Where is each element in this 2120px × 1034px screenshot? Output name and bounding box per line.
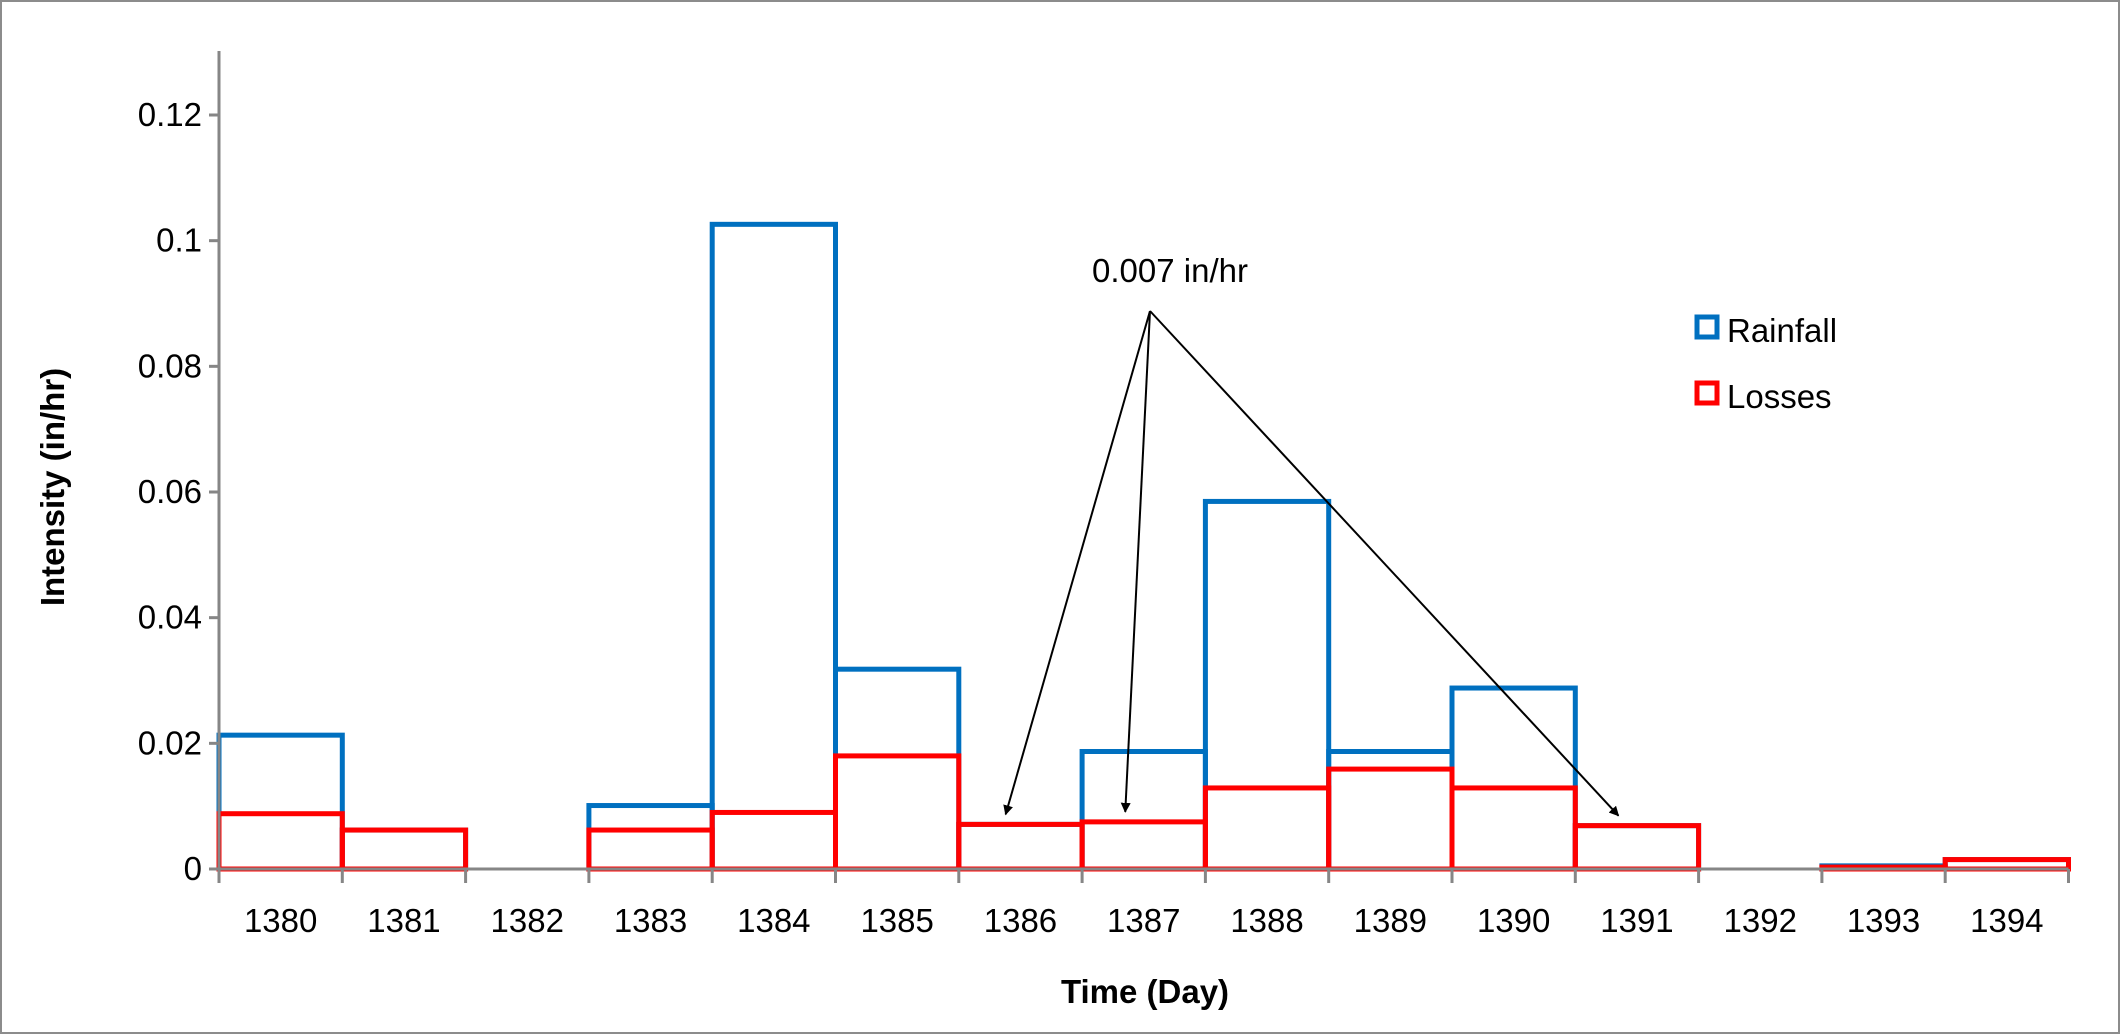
x-tick-label: 1382 <box>491 902 564 939</box>
x-tick-label: 1393 <box>1847 902 1920 939</box>
axes <box>209 51 2070 883</box>
y-tick-label: 0.12 <box>138 96 202 133</box>
x-tick-label: 1391 <box>1600 902 1673 939</box>
x-axis-title: Time (Day) <box>1061 973 1229 1010</box>
annotation-arrow-1387 <box>1120 310 1151 813</box>
y-tick-label: 0.04 <box>138 599 202 636</box>
x-tick-label: 1390 <box>1477 902 1550 939</box>
x-tick-label: 1380 <box>244 902 317 939</box>
y-tick-label: 0.02 <box>138 724 202 761</box>
legend-label-losses: Losses <box>1727 378 1832 415</box>
annotation-label: 0.007 in/hr <box>1092 252 1248 289</box>
x-tick-label: 1388 <box>1230 902 1303 939</box>
y-tick-label: 0.06 <box>138 473 202 510</box>
legend-label-rainfall: Rainfall <box>1727 312 1837 349</box>
x-tick-label: 1385 <box>860 902 933 939</box>
x-tick-label: 1386 <box>984 902 1057 939</box>
y-axis-title: Intensity (in/hr) <box>34 368 71 606</box>
x-tick-label: 1394 <box>1970 902 2043 939</box>
annotation-arrow-1386 <box>1003 310 1151 816</box>
legend-swatch-rainfall <box>1694 314 1720 340</box>
x-tick-label: 1381 <box>367 902 440 939</box>
x-tick-label: 1383 <box>614 902 687 939</box>
y-tick-labels: 0 0.02 0.04 0.06 0.08 0.1 0.12 <box>138 96 202 887</box>
y-tick-label: 0 <box>184 850 202 887</box>
x-tick-label: 1392 <box>1724 902 1797 939</box>
legend: Rainfall Losses <box>1694 312 1837 415</box>
legend-swatch-losses <box>1694 380 1720 406</box>
annotation: 0.007 in/hr <box>1003 252 1620 817</box>
y-tick-label: 0.1 <box>156 222 202 259</box>
annotation-arrow-1391 <box>1149 310 1620 817</box>
x-tick-labels: 1380 1381 1382 1383 1384 1385 1386 1387 1388 1389… <box>244 902 2044 939</box>
x-tick-label: 1389 <box>1354 902 1427 939</box>
x-tick-label: 1384 <box>737 902 810 939</box>
x-tick-label: 1387 <box>1107 902 1180 939</box>
y-tick-label: 0.08 <box>138 347 202 384</box>
